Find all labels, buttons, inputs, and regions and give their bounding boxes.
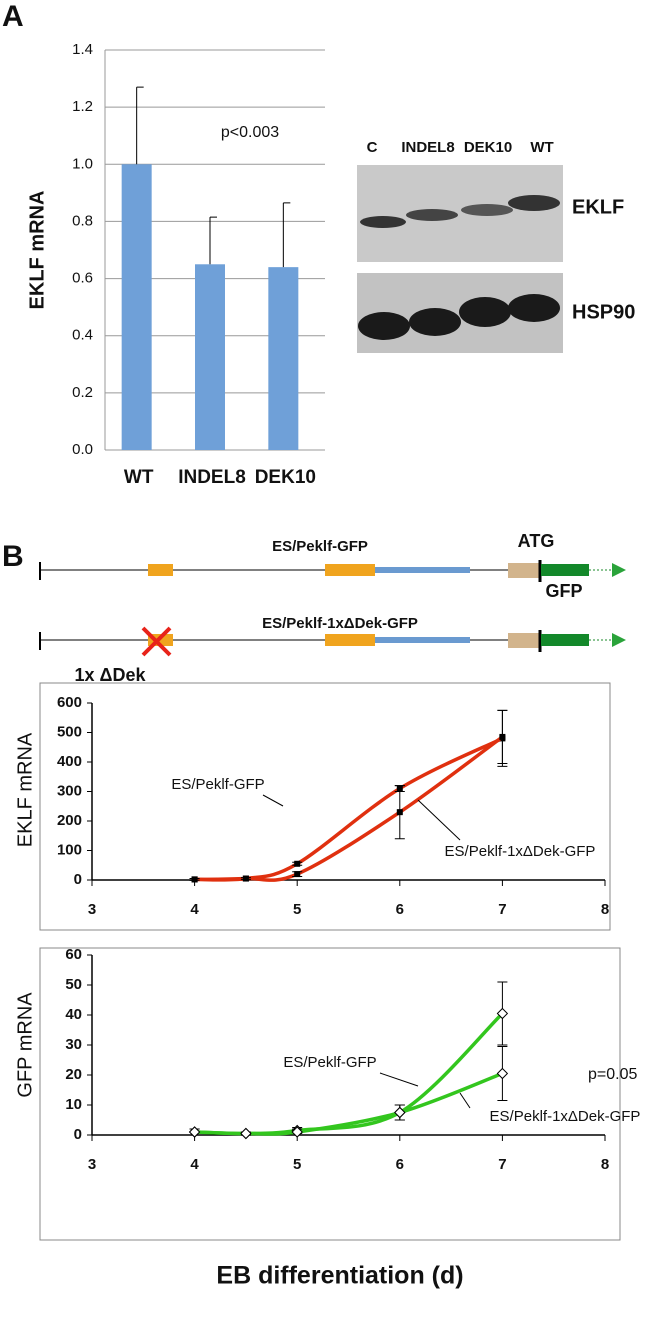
chart-frame <box>39 947 621 1241</box>
lane-label: INDEL8 <box>401 139 454 156</box>
y-tick-label: 100 <box>57 841 82 858</box>
y-tick-label: 0.0 <box>72 441 93 458</box>
x-tick-label: 7 <box>498 1156 506 1173</box>
error-bar <box>282 202 291 268</box>
deletion-label: 1x ΔDek <box>75 665 147 685</box>
y-axis-label: EKLF mRNA <box>26 191 48 310</box>
bar <box>195 264 225 450</box>
annotation: p=0.05 <box>588 1066 637 1083</box>
y-tick-label: 500 <box>57 723 82 740</box>
atg-label: ATG <box>518 531 555 551</box>
label-pointer <box>417 799 461 841</box>
x-tick-label: 8 <box>601 901 609 918</box>
y-axis-label: EKLF mRNA <box>14 732 36 847</box>
y-tick-label: 0.6 <box>72 270 93 287</box>
row-label: EKLF <box>572 196 624 218</box>
y-tick-label: 300 <box>57 782 82 799</box>
series-line <box>194 1012 504 1136</box>
marker <box>294 860 301 867</box>
label-pointer <box>459 1092 471 1109</box>
diagram <box>39 560 626 657</box>
y-tick-label: 30 <box>65 1036 82 1053</box>
marker <box>496 1067 509 1080</box>
blot <box>357 165 563 353</box>
series-line <box>194 735 504 882</box>
x-axis-label: EB differentiation (d) <box>216 1262 463 1290</box>
series-label: ES/Peklf-GFP <box>171 776 264 793</box>
marker <box>242 875 249 882</box>
lane-label: DEK10 <box>464 139 512 156</box>
label-pointer <box>379 1072 419 1087</box>
lane-label: WT <box>530 139 553 156</box>
y-tick-label: 0 <box>74 871 82 888</box>
x-tick-label: 6 <box>396 1156 404 1173</box>
panel-label: A <box>2 0 24 33</box>
bar <box>268 267 299 450</box>
x-tick-label: 8 <box>601 1156 609 1173</box>
series-label: ES/Peklf-GFP <box>283 1054 376 1071</box>
x-tick-label: 4 <box>190 1156 199 1173</box>
lane-label: C <box>367 139 378 156</box>
row-label: HSP90 <box>572 301 635 323</box>
y-tick-label: 0.8 <box>72 212 93 229</box>
x-tick-label: WT <box>124 467 154 488</box>
annotation: p<0.003 <box>221 124 279 141</box>
marker <box>191 876 198 883</box>
x-tick-label: 5 <box>293 1156 301 1173</box>
y-tick-label: 60 <box>65 946 82 963</box>
x-tick-label: 7 <box>498 901 506 918</box>
y-tick-label: 1.2 <box>72 98 93 115</box>
y-tick-label: 1.4 <box>72 41 93 58</box>
y-tick-label: 0.2 <box>72 384 93 401</box>
error-bar <box>136 86 144 165</box>
chart-frame <box>39 682 611 931</box>
y-tick-label: 0.4 <box>72 327 93 344</box>
y-tick-label: 600 <box>57 694 82 711</box>
x-tick-label: 6 <box>396 901 404 918</box>
label-pointer <box>262 794 284 807</box>
marker <box>294 871 301 878</box>
marker <box>188 1126 201 1138</box>
marker <box>499 733 506 740</box>
y-axis-label: GFP mRNA <box>14 992 36 1098</box>
y-tick-label: 200 <box>57 812 82 829</box>
marker <box>394 1106 406 1119</box>
x-tick-label: 4 <box>190 901 199 918</box>
y-tick-label: 1.0 <box>72 155 93 172</box>
construct-label: ES/Peklf-1xΔDek-GFP <box>262 615 418 632</box>
y-tick-label: 0 <box>74 1126 82 1143</box>
error-bar <box>209 216 217 265</box>
marker <box>291 1126 303 1138</box>
panel-label: B <box>2 540 24 573</box>
x-tick-label: INDEL8 <box>178 467 246 488</box>
y-tick-label: 10 <box>65 1096 82 1113</box>
series-line <box>194 1071 504 1136</box>
y-tick-label: 50 <box>65 976 82 993</box>
series-label: ES/Peklf-1xΔDek-GFP <box>490 1108 641 1125</box>
series-label: ES/Peklf-1xΔDek-GFP <box>445 843 596 860</box>
y-tick-label: 20 <box>65 1066 82 1083</box>
marker <box>240 1127 252 1140</box>
bar <box>121 164 152 451</box>
y-tick-label: 40 <box>65 1006 82 1023</box>
gfp-label: GFP <box>545 581 582 601</box>
y-tick-label: 400 <box>57 753 82 770</box>
construct-label: ES/Peklf-GFP <box>272 538 368 555</box>
x-tick-label: DEK10 <box>255 467 316 488</box>
x-tick-label: 3 <box>88 1156 96 1173</box>
marker <box>496 1007 509 1020</box>
marker <box>396 809 403 816</box>
x-tick-label: 3 <box>88 901 96 918</box>
x-tick-label: 5 <box>293 901 301 918</box>
